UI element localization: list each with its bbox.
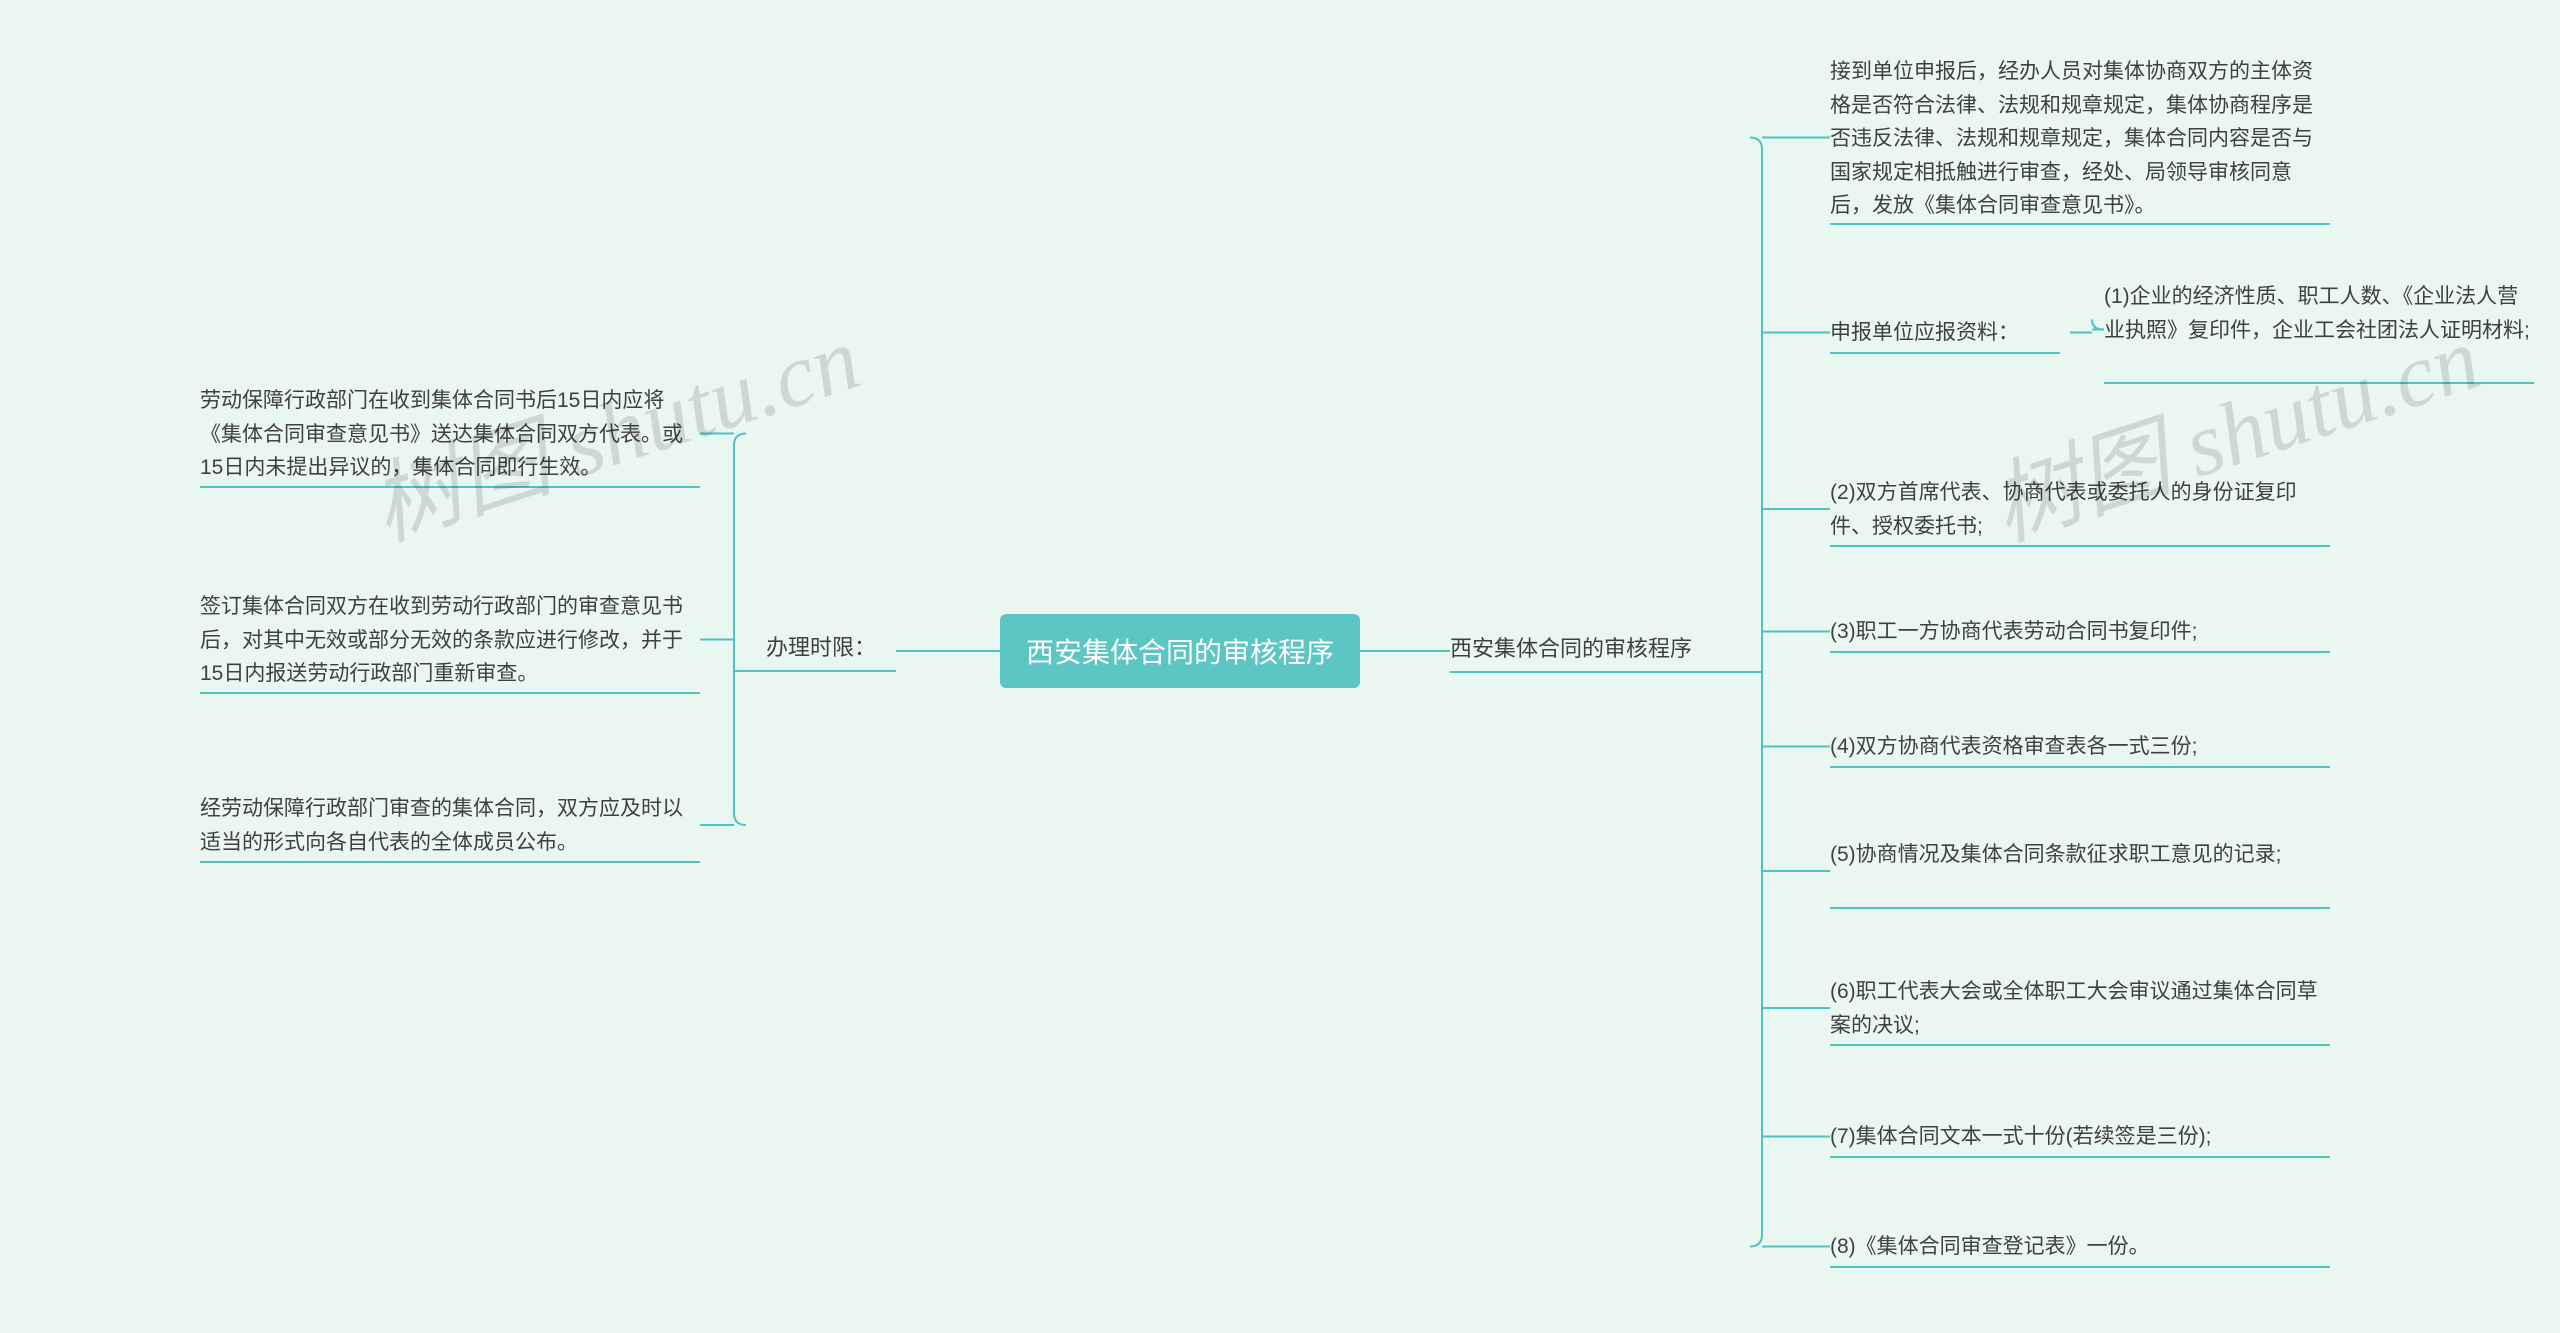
left-leaf-0: 劳动保障行政部门在收到集体合同书后15日内应将《集体合同审查意见书》送达集体合同…: [200, 384, 700, 485]
right-leaf-2: (2)双方首席代表、协商代表或委托人的身份证复印件、授权委托书;: [1830, 476, 2330, 543]
mindmap-canvas: 西安集体合同的审核程序 办理时限： 劳动保障行政部门在收到集体合同书后15日内应将《…: [0, 0, 2560, 1333]
left-leaf-1: 签订集体合同双方在收到劳动行政部门的审查意见书后，对其中无效或部分无效的条款应进…: [200, 590, 700, 691]
right-leaf-7: (7)集体合同文本一式十份(若续签是三份);: [1830, 1120, 2330, 1154]
right-leaf-0: 接到单位申报后，经办人员对集体协商双方的主体资格是否符合法律、法规和规章规定，集…: [1830, 55, 2330, 223]
left-leaf-2: 经劳动保障行政部门审查的集体合同，双方应及时以适当的形式向各自代表的全体成员公布…: [200, 792, 700, 859]
right-leaf-1: 申报单位应报资料：: [1830, 316, 2060, 350]
right-branch[interactable]: 西安集体合同的审核程序: [1450, 632, 1692, 666]
right-leaf-4: (4)双方协商代表资格审查表各一式三份;: [1830, 730, 2330, 764]
right-leaf-5: (5)协商情况及集体合同条款征求职工意见的记录;: [1830, 838, 2330, 872]
right-leaf-1-sub: (1)企业的经济性质、职工人数、《企业法人营业执照》复印件，企业工会社团法人证明…: [2104, 280, 2534, 347]
left-branch[interactable]: 办理时限：: [766, 631, 876, 665]
root-node[interactable]: 西安集体合同的审核程序: [1000, 614, 1360, 688]
right-leaf-6: (6)职工代表大会或全体职工大会审议通过集体合同草案的决议;: [1830, 975, 2330, 1042]
right-leaf-8: (8)《集体合同审查登记表》一份。: [1830, 1230, 2330, 1264]
right-leaf-3: (3)职工一方协商代表劳动合同书复印件;: [1830, 615, 2330, 649]
